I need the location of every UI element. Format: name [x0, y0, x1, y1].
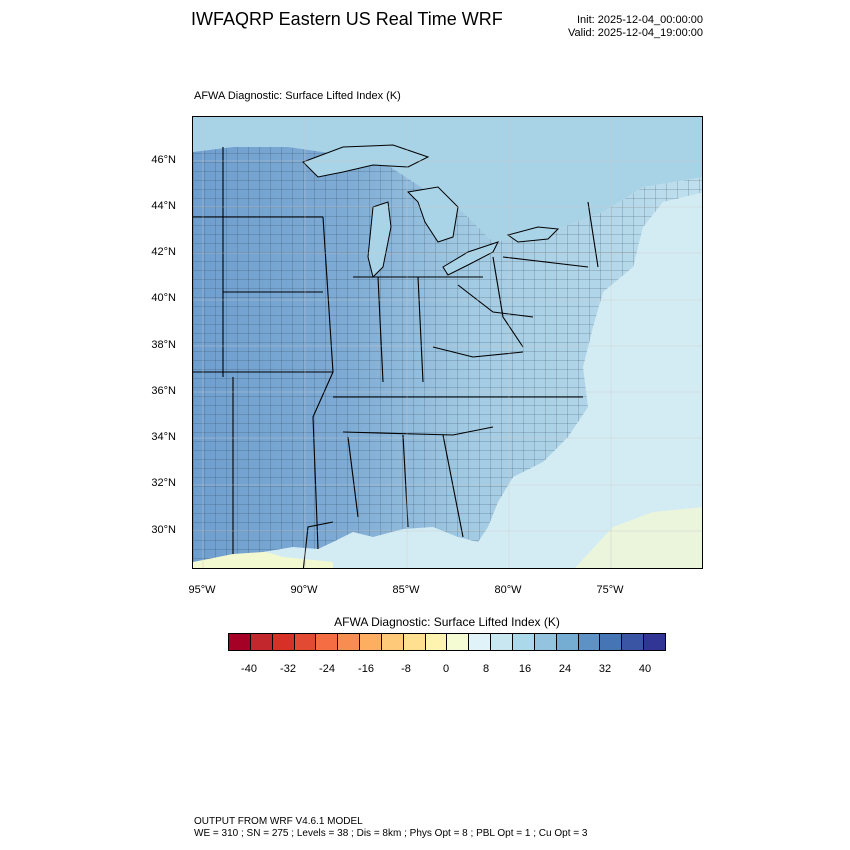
- lat-label-40: 40°N: [151, 292, 176, 304]
- time-info: Init: 2025-12-04_00:00:00 Valid: 2025-12…: [520, 14, 703, 40]
- colorbar-bin: [556, 634, 579, 650]
- init-time: Init: 2025-12-04_00:00:00: [577, 14, 703, 26]
- colorbar-label: 0: [442, 663, 450, 675]
- colorbar-bin: [534, 634, 557, 650]
- colorbar-bin: [644, 634, 665, 650]
- county-lines: [193, 147, 702, 562]
- colorbar-label: 8: [482, 663, 490, 675]
- colorbar-bin: [250, 634, 273, 650]
- model-config: WE = 310 ; SN = 275 ; Levels = 38 ; Dis …: [194, 828, 588, 839]
- atlantic-warm-region: [574, 507, 702, 568]
- colorbar-label: -24: [319, 663, 335, 675]
- lake-ontario: [506, 226, 560, 243]
- colorbar-bin: [447, 634, 470, 650]
- graticule: [193, 117, 702, 568]
- lat-label-36: 36°N: [151, 385, 176, 397]
- colorbar-label: -32: [280, 663, 296, 675]
- lake-erie: [442, 241, 499, 276]
- colorbar-bin: [622, 634, 645, 650]
- valid-time: Valid: 2025-12-04_19:00:00: [568, 27, 703, 39]
- colorbar-bin: [425, 634, 448, 650]
- colorbar-bin: [600, 634, 623, 650]
- colorbar-bin: [469, 634, 492, 650]
- field-title: AFWA Diagnostic: Surface Lifted Index (K…: [194, 90, 401, 102]
- map-title: IWFAQRP Eastern US Real Time WRF: [191, 9, 503, 29]
- colorbar-bin: [360, 634, 382, 650]
- map-canvas: [193, 117, 702, 568]
- colorbar-label: -40: [241, 663, 257, 675]
- colorbar-bin: [294, 634, 317, 650]
- colorbar-bin: [229, 634, 251, 650]
- lat-label-38: 38°N: [151, 339, 176, 351]
- model-version: OUTPUT FROM WRF V4.6.1 MODEL: [194, 816, 363, 827]
- lon-label-85: 85°W: [392, 584, 420, 596]
- colorbar-bin: [512, 634, 535, 650]
- lat-label-42: 42°N: [151, 246, 176, 258]
- lon-label-90: 90°W: [290, 584, 318, 596]
- lat-label-34: 34°N: [151, 431, 176, 443]
- colorbar-label: 40: [638, 663, 652, 675]
- lat-label-46: 46°N: [151, 154, 176, 166]
- lon-label-80: 80°W: [494, 584, 522, 596]
- colorbar-label: 16: [518, 663, 532, 675]
- colorbar-label: -16: [358, 663, 374, 675]
- lon-label-95: 95°W: [188, 584, 216, 596]
- lake-huron: [406, 186, 459, 243]
- colorbar-bin: [403, 634, 426, 650]
- lake-michigan: [367, 201, 392, 278]
- lon-label-75: 75°W: [596, 584, 624, 596]
- colorbar-title: AFWA Diagnostic: Surface Lifted Index (K…: [334, 615, 560, 629]
- model-info-footer: OUTPUT FROM WRF V4.6.1 MODEL WE = 310 ; …: [194, 816, 587, 840]
- state-borders: [193, 147, 599, 568]
- colorbar-bin: [578, 634, 601, 650]
- lat-label-32: 32°N: [151, 477, 176, 489]
- map-panel: [192, 116, 703, 569]
- canada-region: [193, 117, 702, 242]
- colorbar-bin: [316, 634, 339, 650]
- colorbar-label: 32: [598, 663, 612, 675]
- lat-label-44: 44°N: [151, 200, 176, 212]
- colorbar-label: -8: [401, 663, 411, 675]
- colorbar-bin: [381, 634, 404, 650]
- lat-label-30: 30°N: [151, 524, 176, 536]
- colorbar: [228, 633, 666, 651]
- colorbar-bin: [272, 634, 295, 650]
- colorbar-label: 24: [558, 663, 572, 675]
- colorbar-bin: [491, 634, 513, 650]
- colorbar-bin: [338, 634, 361, 650]
